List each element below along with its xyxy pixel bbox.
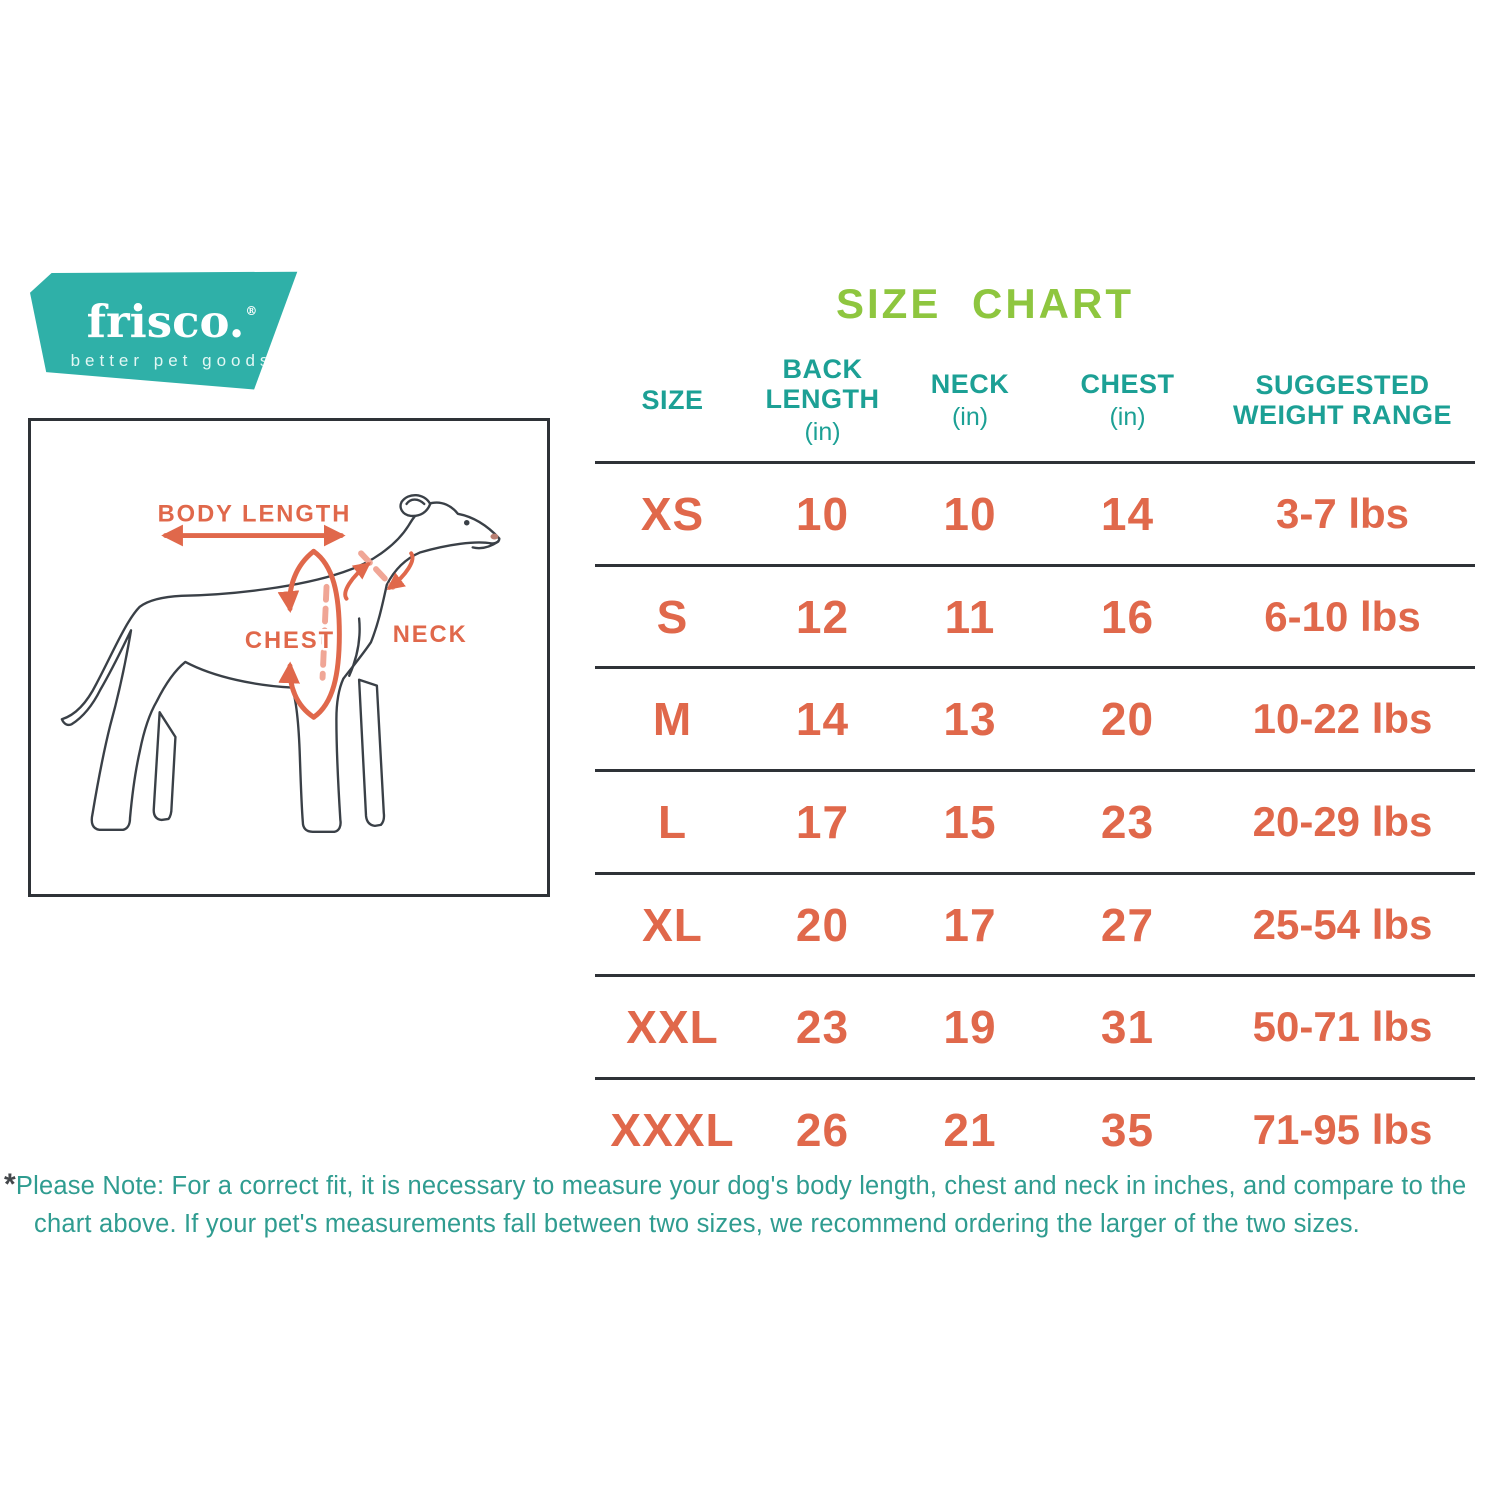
brand-name: frisco.® — [87, 299, 258, 344]
footnote-asterisk: * — [4, 1168, 16, 1201]
cell-neck: 10 — [943, 487, 997, 540]
column-header-size: SIZE — [595, 385, 750, 416]
cell-size: S — [656, 590, 689, 643]
column-header-unit: (in) — [804, 417, 841, 446]
dog-mouth-line — [471, 540, 500, 550]
cell-back-length: 12 — [795, 590, 850, 643]
dog-far-rear-leg — [152, 711, 177, 822]
dog-eye — [463, 519, 470, 526]
cell-back-length: 20 — [795, 898, 850, 951]
column-header-chest: CHEST (in) — [1045, 369, 1210, 432]
column-header-suggested-weight-range: SUGGESTED WEIGHT RANGE — [1210, 370, 1475, 430]
cell-weight: 10-22 lbs — [1252, 695, 1433, 743]
body-length-label: BODY LENGTH — [158, 502, 352, 528]
column-header-label: SUGGESTED WEIGHT RANGE — [1233, 370, 1452, 430]
cell-weight: 20-29 lbs — [1252, 797, 1433, 845]
cell-chest: 27 — [1100, 898, 1155, 951]
footnote: *Please Note: For a correct fit, it is n… — [4, 1166, 1496, 1243]
column-header-label: CHEST — [1080, 369, 1175, 400]
neck-arc-bottom — [386, 551, 415, 590]
dog-far-front-leg — [357, 678, 386, 828]
cell-back-length: 26 — [795, 1103, 850, 1156]
table-row-s: S 12 11 16 6-10 lbs — [595, 563, 1475, 667]
neck-label: NECK — [393, 622, 468, 648]
cell-chest: 16 — [1100, 590, 1155, 643]
cell-neck: 13 — [943, 693, 997, 746]
cell-neck: 19 — [943, 1001, 997, 1054]
cell-weight: 25-54 lbs — [1252, 900, 1433, 948]
cell-back-length: 17 — [795, 795, 850, 848]
dog-ear — [399, 494, 432, 518]
column-header-unit: (in) — [951, 402, 989, 431]
column-header-label: SIZE — [641, 385, 704, 416]
chest-label: CHEST — [245, 628, 335, 654]
neck-dashed-line — [358, 550, 396, 590]
cell-size: M — [652, 693, 693, 746]
neck-arc-top — [343, 562, 371, 601]
chest-arrow-down — [277, 548, 317, 613]
table-row-xs: XS 10 10 14 3-7 lbs — [595, 461, 1475, 564]
cell-neck: 21 — [943, 1103, 997, 1156]
cell-neck: 11 — [944, 590, 996, 643]
footnote-text: Please Note: For a correct fit, it is ne… — [15, 1172, 1467, 1238]
cell-back-length: 10 — [795, 487, 850, 540]
column-header-back-length: BACK LENGTH (in) — [750, 354, 895, 446]
cell-weight: 71-95 lbs — [1252, 1105, 1433, 1153]
column-header-unit: (in) — [1109, 402, 1146, 431]
chest-arrow-up — [278, 661, 317, 720]
table-row-xxxl: XXXL 26 21 35 71-95 lbs — [595, 1077, 1475, 1180]
cell-back-length: 23 — [795, 1001, 850, 1054]
page-title: SIZE CHART — [836, 280, 1134, 327]
frisco-logo: frisco.® better pet goods — [30, 271, 298, 390]
cell-size: XL — [642, 898, 703, 951]
cell-chest: 35 — [1100, 1103, 1155, 1156]
table-row-m: M 14 13 20 10-22 lbs — [595, 666, 1475, 769]
dog-shoulder-line — [348, 617, 361, 677]
column-header-neck: NECK (in) — [895, 369, 1045, 432]
table-body: XS 10 10 14 3-7 lbs S 12 11 16 6-10 lbs M 14 13 20 10-… — [595, 461, 1475, 1180]
table-row-l: L 17 15 23 20-29 lbs — [595, 769, 1475, 872]
column-header-label: BACK LENGTH — [765, 354, 880, 414]
cell-size: XS — [640, 487, 705, 540]
cell-neck: 15 — [943, 795, 997, 848]
neck-ellipse-group — [343, 551, 415, 601]
cell-chest: 20 — [1100, 693, 1155, 746]
table-row-xxl: XXL 23 19 31 50-71 lbs — [595, 974, 1475, 1077]
cell-weight: 3-7 lbs — [1275, 489, 1410, 537]
cell-weight: 50-71 lbs — [1252, 1003, 1433, 1051]
column-header-label: NECK — [930, 369, 1010, 400]
dog-measurement-diagram: BODY LENGTH CHEST NECK — [28, 418, 550, 897]
dog-nose — [490, 533, 499, 540]
dog-diagram-icon: BODY LENGTH CHEST NECK — [60, 494, 501, 833]
cell-weight: 6-10 lbs — [1264, 592, 1421, 640]
table-row-xl: XL 20 17 27 25-54 lbs — [595, 871, 1475, 975]
brand-text: frisco. — [86, 295, 245, 348]
dog-body-outline — [60, 501, 501, 833]
dog-ear-inner-line — [405, 498, 426, 506]
cell-size: L — [657, 795, 688, 848]
brand-tagline: better pet goods — [70, 351, 274, 370]
cell-chest: 23 — [1100, 795, 1155, 848]
registered-mark: ® — [245, 304, 258, 318]
cell-back-length: 14 — [795, 693, 850, 746]
cell-neck: 17 — [943, 898, 997, 951]
cell-size: XXXL — [610, 1103, 735, 1156]
cell-chest: 14 — [1100, 487, 1155, 540]
cell-chest: 31 — [1100, 1001, 1155, 1054]
chest-dashed-line — [319, 583, 330, 681]
table-header: SIZE BACK LENGTH (in) NECK (in) CHEST (in) SUGG… — [595, 348, 1475, 454]
chest-ellipse-right-arc — [311, 548, 342, 720]
cell-size: XXL — [626, 1001, 719, 1054]
